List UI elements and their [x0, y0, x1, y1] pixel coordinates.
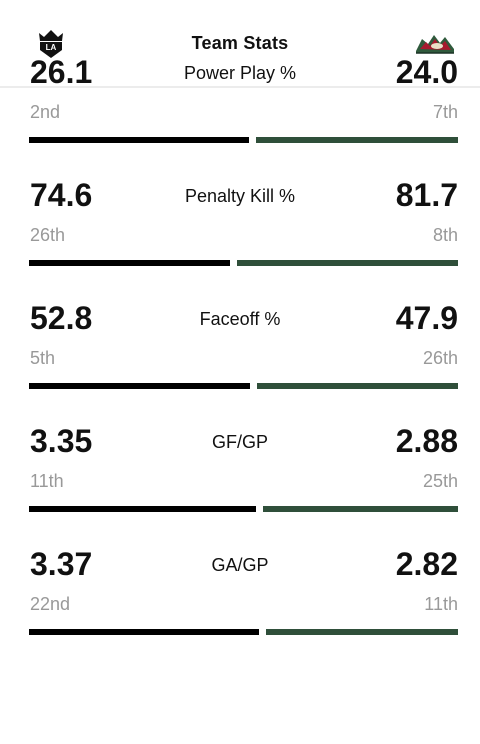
- stat-label: Power Play %: [183, 63, 297, 83]
- left-team-comparison-bar: [29, 137, 249, 143]
- left-team-value: 26.1: [30, 54, 93, 90]
- right-team-rank: 25th: [422, 471, 458, 491]
- right-team-value: 2.82: [395, 546, 458, 582]
- right-team-value: 2.88: [395, 423, 458, 459]
- right-team-comparison-bar: [263, 506, 458, 512]
- left-team-comparison-bar: [29, 260, 230, 266]
- right-team-comparison-bar: [266, 629, 458, 635]
- la-kings-logo-icon: LA: [38, 29, 64, 59]
- left-team-comparison-bar: [29, 383, 250, 389]
- left-team-value: 74.6: [30, 177, 93, 213]
- left-team-value: 3.35: [30, 423, 93, 459]
- left-team-rank: 2nd: [30, 102, 61, 122]
- left-team-rank: 5th: [30, 348, 56, 368]
- right-team-comparison-bar: [237, 260, 458, 266]
- stat-label: GA/GP: [211, 555, 269, 575]
- right-team-comparison-bar: [256, 137, 458, 143]
- stat-label: GF/GP: [211, 432, 268, 452]
- stat-row: 3.37 GA/GP 2.82 22nd 11th: [0, 492, 480, 635]
- svg-text:LA: LA: [46, 43, 57, 52]
- right-team-rank: 7th: [432, 102, 458, 122]
- stat-row: 74.6 Penalty Kill % 81.7 26th 8th: [0, 123, 480, 266]
- right-team-value: 47.9: [395, 300, 458, 336]
- left-team-rank: 26th: [30, 225, 66, 245]
- stat-row: 52.8 Faceoff % 47.9 5th 26th: [0, 246, 480, 389]
- right-team-rank: 26th: [422, 348, 458, 368]
- left-team-comparison-bar: [29, 629, 259, 635]
- left-team-value: 52.8: [30, 300, 93, 336]
- minnesota-wild-logo-icon: [414, 31, 456, 57]
- right-team-value: 81.7: [395, 177, 458, 213]
- right-team-rank: 8th: [432, 225, 458, 245]
- left-team-value: 3.37: [30, 546, 93, 582]
- right-team-rank: 11th: [424, 594, 458, 614]
- team-stats-header: LA Team Stats: [0, 0, 480, 88]
- stat-label: Faceoff %: [199, 309, 281, 329]
- stat-row: 3.35 GF/GP 2.88 11th 25th: [0, 369, 480, 512]
- left-team-rank: 11th: [30, 471, 64, 491]
- left-team-rank: 22nd: [30, 594, 71, 614]
- left-team-comparison-bar: [29, 506, 256, 512]
- page-title: Team Stats: [191, 32, 289, 53]
- stat-label: Penalty Kill %: [184, 186, 296, 206]
- right-team-value: 24.0: [395, 54, 458, 90]
- right-team-comparison-bar: [257, 383, 458, 389]
- stat-row: 26.1 Power Play % 24.0 2nd 7th: [0, 0, 480, 143]
